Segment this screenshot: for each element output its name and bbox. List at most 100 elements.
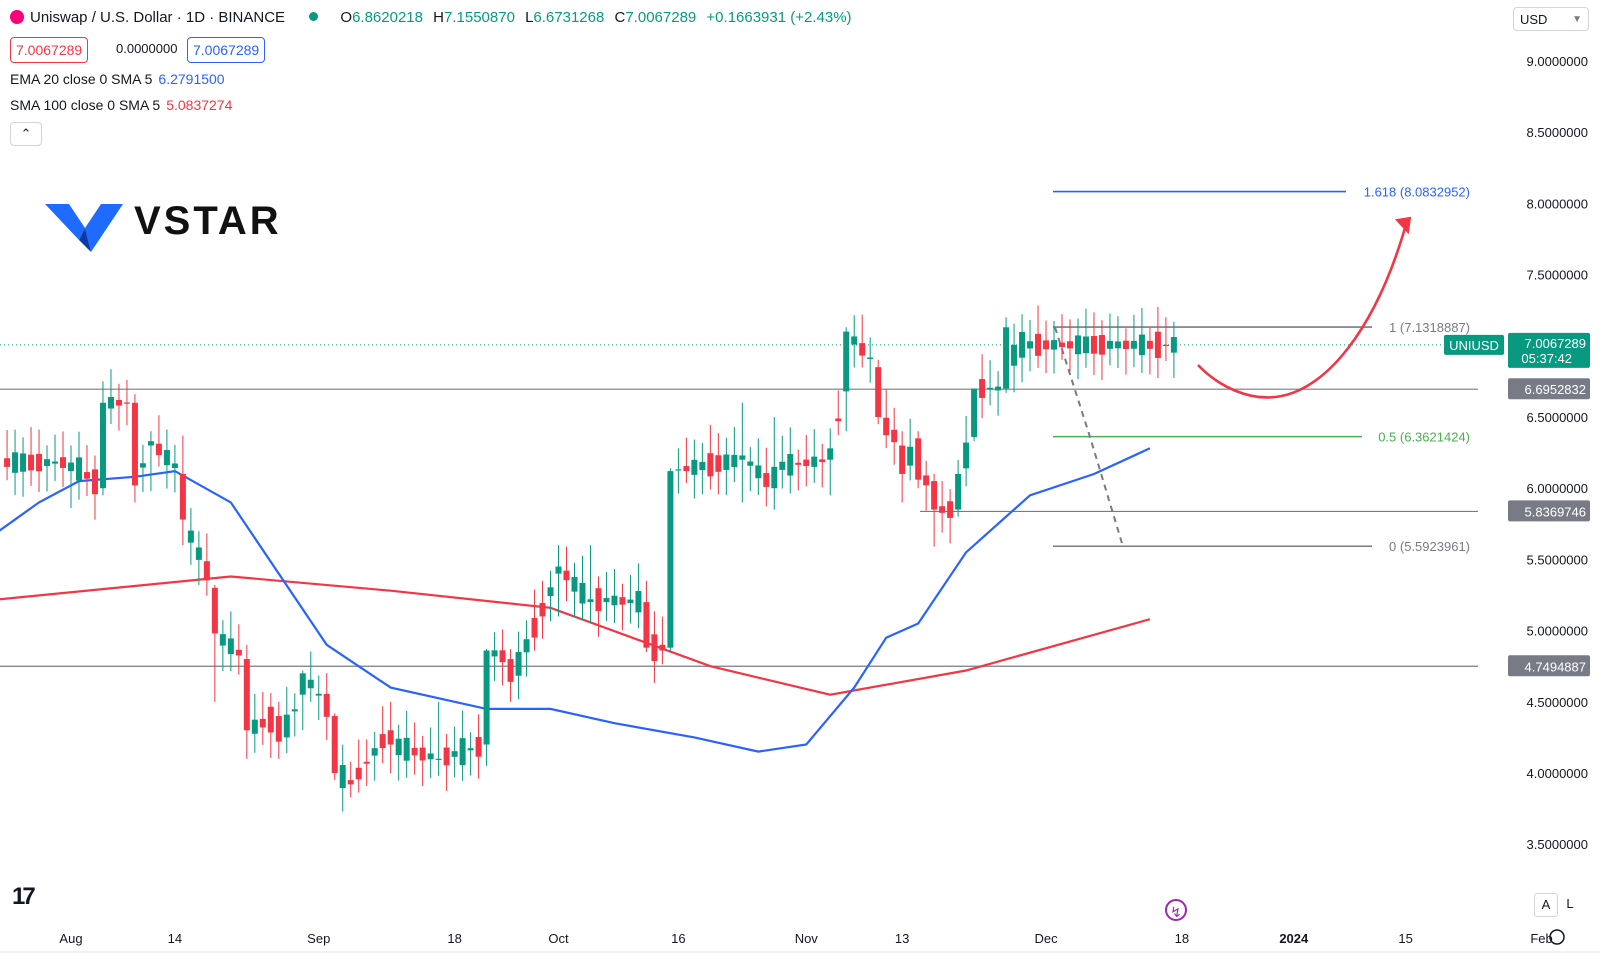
candle: [371, 731, 378, 781]
candle-body: [491, 650, 498, 657]
candle: [491, 632, 498, 681]
candle: [675, 448, 682, 494]
auto-scale-button[interactable]: A: [1534, 893, 1558, 917]
candle: [827, 428, 834, 496]
candle-body: [1122, 340, 1129, 350]
log-scale-button[interactable]: L: [1559, 893, 1581, 915]
candle: [1074, 318, 1081, 380]
candle-body: [763, 473, 770, 487]
sell-button[interactable]: 7.0067289: [10, 37, 89, 63]
candle: [1051, 320, 1058, 374]
candle: [443, 733, 450, 791]
candle: [731, 426, 738, 483]
candle-body: [12, 452, 19, 473]
price-tick: 3.5000000: [1527, 837, 1588, 852]
candle-body: [315, 693, 322, 696]
candle-body: [323, 693, 330, 717]
candle-body: [539, 603, 546, 617]
candle-body: [883, 417, 890, 436]
candle: [683, 437, 690, 483]
candle-body: [1154, 331, 1161, 358]
sma-legend[interactable]: SMA 100 close 0 SMA 5 5.0837274: [10, 97, 232, 113]
candle: [467, 732, 474, 776]
candle-body: [859, 343, 866, 356]
candle-body: [875, 367, 882, 417]
candle: [283, 686, 290, 753]
candle: [1154, 306, 1161, 379]
price-tick: 5.0000000: [1527, 624, 1588, 639]
buy-button[interactable]: 7.0067289: [187, 37, 266, 63]
candle: [163, 429, 170, 489]
candle: [883, 389, 890, 449]
candle-body: [979, 379, 986, 398]
candle: [275, 701, 282, 759]
collapse-legend-button[interactable]: ⌃: [10, 122, 42, 146]
time-tick: 18: [447, 931, 461, 946]
candle: [20, 437, 27, 497]
candle-body: [68, 462, 74, 472]
candle: [1122, 328, 1129, 375]
candle-body: [651, 634, 658, 662]
low-label: L: [525, 9, 534, 26]
tradingview-logo-icon[interactable]: 17: [12, 883, 36, 910]
candle-body: [923, 475, 930, 486]
ema-label: EMA 20 close 0 SMA 5: [10, 71, 153, 87]
candle: [243, 644, 250, 759]
candle-body: [787, 454, 794, 476]
candle-body: [683, 466, 690, 472]
candle: [507, 649, 514, 702]
last-price-value: 7.0067289: [1525, 336, 1586, 351]
candle: [955, 459, 962, 517]
candle: [923, 460, 930, 511]
candle: [60, 431, 67, 488]
candle-body: [907, 446, 914, 466]
price-tick: 6.0000000: [1527, 481, 1588, 496]
candle-body: [75, 457, 82, 481]
candle-body: [1059, 342, 1066, 348]
candle-body: [1051, 340, 1058, 350]
symbol-title: Uniswap / U.S. Dollar · 1D · BINANCE: [30, 9, 286, 26]
candle-body: [1162, 344, 1169, 346]
candle-body: [595, 588, 602, 612]
countdown-value: 05:37:42: [1521, 351, 1572, 366]
candle-body: [627, 599, 634, 604]
candle-body: [755, 465, 762, 479]
candle: [963, 415, 970, 487]
candle: [219, 620, 226, 672]
candle: [435, 701, 442, 776]
candle: [251, 693, 258, 753]
candle-body: [795, 462, 802, 465]
candle: [299, 670, 306, 731]
time-tick: 13: [895, 931, 909, 946]
sma100-line: [0, 575, 1151, 696]
candle: [875, 360, 882, 425]
candle: [451, 726, 458, 778]
candle-body: [563, 570, 570, 581]
candle-body: [531, 617, 538, 638]
close-value: 7.0067289: [625, 9, 697, 26]
candle: [427, 727, 434, 779]
ema-legend[interactable]: EMA 20 close 0 SMA 5 6.2791500: [10, 71, 225, 87]
candle: [411, 722, 418, 775]
flash-icon[interactable]: ↯: [1165, 899, 1187, 921]
candle: [419, 735, 426, 787]
candle-body: [179, 473, 186, 520]
candle: [635, 563, 642, 629]
level-price-tag: [1508, 378, 1590, 400]
candle-body: [619, 597, 626, 605]
price-tick: 4.5000000: [1527, 695, 1588, 710]
change-value: +0.1663931 (+2.43%): [706, 9, 852, 26]
candle-body: [587, 599, 594, 603]
candle: [323, 673, 330, 741]
symbol-header[interactable]: Uniswap / U.S. Dollar · 1D · BINANCE O6.…: [10, 9, 852, 26]
time-tick: 18: [1175, 931, 1189, 946]
moving-averages: [0, 447, 1151, 753]
candle-body: [835, 418, 842, 422]
currency-select[interactable]: USD ▼: [1513, 7, 1589, 31]
candle-body: [355, 767, 362, 780]
candle-body: [227, 638, 234, 655]
candle-body: [20, 453, 27, 472]
candle-body: [971, 388, 978, 437]
candle: [899, 431, 906, 503]
